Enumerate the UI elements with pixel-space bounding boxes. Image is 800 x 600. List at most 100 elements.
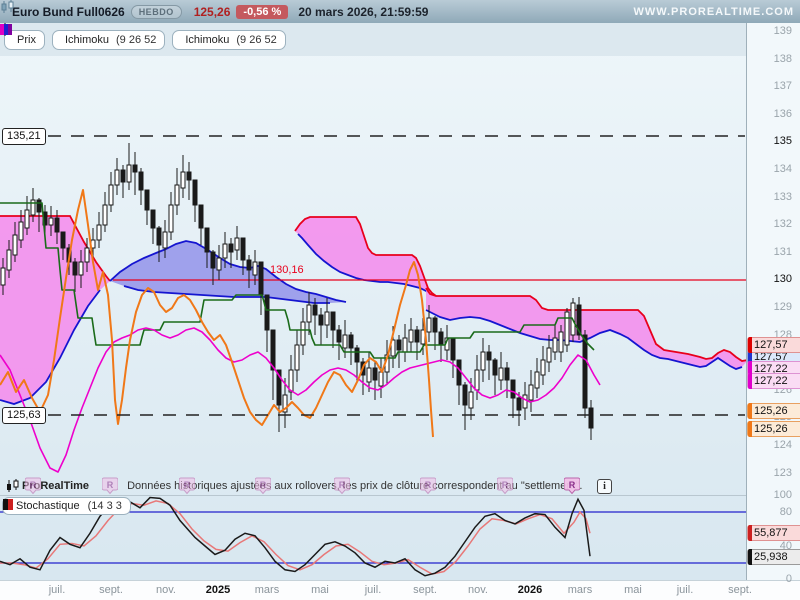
alert-price-label[interactable]: 130,16	[270, 264, 304, 276]
candle	[132, 164, 138, 173]
ichimoku-params: (9 26 52	[236, 33, 277, 46]
time-tick: nov.	[156, 584, 176, 596]
ichimoku-button-1[interactable]: Ichimoku (9 26 52	[0, 24, 166, 50]
time-tick: sept.	[413, 584, 437, 596]
chart-background[interactable]	[0, 23, 746, 580]
lower-level-label[interactable]: 125,63	[2, 407, 46, 424]
indicator-toolbar: Prix Ichimoku (9 26 52 Ichimoku (9 26 52	[0, 23, 746, 56]
candle	[540, 359, 546, 376]
candle	[120, 169, 126, 183]
time-tick: mars	[254, 584, 280, 596]
candle	[432, 317, 438, 333]
candle	[84, 247, 90, 263]
candle	[330, 311, 336, 331]
period-badge[interactable]: HEBDO	[130, 4, 182, 19]
candle	[354, 347, 360, 363]
price-tick: 135	[773, 135, 792, 147]
stochastic-label-box[interactable]: Stochastique (14 3 3	[2, 497, 131, 515]
price-tick: 137	[773, 80, 792, 92]
candle	[192, 179, 198, 206]
note-row: ProRealTime Données historiques ajustées…	[0, 477, 746, 495]
candle	[408, 329, 414, 343]
candle	[336, 329, 342, 343]
price-button-label: Prix	[17, 33, 36, 46]
price-tick: 132	[773, 218, 792, 230]
stoch-k-line	[0, 496, 591, 577]
price-tick: 136	[773, 108, 792, 120]
rollover-badge[interactable]: R	[25, 477, 41, 495]
price-tag-bar	[748, 373, 752, 389]
rollover-badge[interactable]: R	[102, 477, 118, 495]
candle	[402, 337, 408, 353]
candle	[552, 337, 558, 353]
candle	[60, 231, 66, 249]
candle	[282, 394, 288, 413]
svg-text:R: R	[107, 480, 114, 490]
candle	[0, 267, 6, 286]
candle	[294, 344, 300, 371]
candle	[456, 359, 462, 386]
time-tick: sept.	[728, 584, 752, 596]
candle	[474, 369, 480, 391]
candle	[102, 204, 108, 226]
candle	[516, 397, 522, 411]
candle	[462, 384, 468, 406]
svg-text:R: R	[184, 480, 191, 490]
price-tag-bar	[748, 349, 752, 365]
rollover-badge[interactable]: R	[179, 477, 195, 495]
ichimoku-button-2[interactable]: Ichimoku (9 26 52	[0, 24, 286, 50]
rollover-badge[interactable]: R	[334, 477, 350, 495]
candle	[486, 351, 492, 361]
upper-level-label[interactable]: 135,21	[2, 128, 46, 145]
svg-text:R: R	[260, 480, 267, 490]
rollover-badge[interactable]: R	[497, 477, 513, 495]
candle	[6, 249, 12, 271]
price-tag-bar	[748, 403, 752, 419]
svg-text:R: R	[569, 480, 576, 490]
time-tick: juil.	[676, 584, 694, 596]
info-button[interactable]: i	[597, 479, 612, 494]
senkou-a-line	[0, 215, 111, 282]
price-axis[interactable]	[746, 23, 800, 580]
ichimoku-params: (9 26 52	[115, 33, 157, 46]
time-tick: 2025	[205, 584, 231, 596]
time-tick: juil.	[48, 584, 66, 596]
price-tag: 55,877	[747, 525, 800, 541]
website-link[interactable]: WWW.PROREALTIME.COM	[633, 5, 794, 18]
candle	[312, 304, 318, 316]
time-tick: sept.	[99, 584, 123, 596]
candle	[36, 199, 42, 213]
candle	[12, 234, 18, 256]
ichimoku-cloud	[426, 288, 746, 369]
time-tick: nov.	[468, 584, 488, 596]
stoch-tick: 0	[785, 573, 792, 585]
main-plot[interactable]	[0, 135, 752, 473]
candle	[126, 164, 132, 183]
candle	[240, 237, 246, 261]
price-tag: 125,26	[747, 403, 800, 419]
candle	[156, 227, 162, 246]
panel-separator	[0, 495, 746, 496]
rollover-badge[interactable]: R	[420, 477, 436, 495]
price-tick: 124	[773, 439, 792, 451]
candle	[492, 359, 498, 376]
rollover-badge[interactable]: R	[564, 477, 580, 495]
candle	[438, 331, 444, 346]
candle	[222, 243, 228, 259]
candle	[558, 331, 564, 353]
time-axis[interactable]	[0, 580, 800, 600]
candle	[582, 334, 588, 409]
candle	[498, 367, 504, 381]
candle	[564, 311, 570, 346]
rollover-badge[interactable]: R	[255, 477, 271, 495]
candle	[174, 184, 180, 206]
price-tag: 127,57	[747, 337, 800, 353]
price-tick: 131	[773, 246, 792, 258]
ichimoku-cloud	[110, 241, 346, 303]
candle	[588, 407, 594, 429]
candle	[204, 227, 210, 253]
candle	[450, 337, 456, 361]
price-tag-bar	[748, 549, 752, 565]
senkou-a-line	[425, 287, 746, 362]
